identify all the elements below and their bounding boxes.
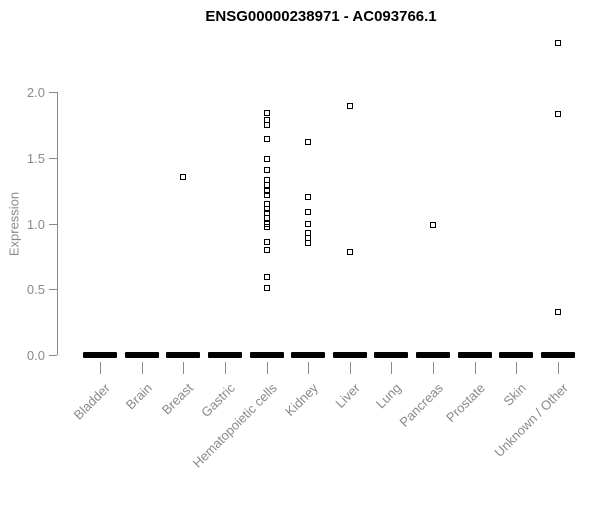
data-point [263,136,270,143]
zero-expression-stack [499,352,534,358]
data-point [430,221,437,228]
data-point [263,246,270,253]
data-point [263,121,270,128]
expression-strip-chart: ENSG00000238971 - AC093766.1 Expression … [7,8,575,471]
data-point [555,308,561,315]
data-point [305,208,312,215]
data-point [263,206,270,213]
data-point [305,240,312,247]
x-tick-label-lung: Lung [373,380,405,412]
x-tick [183,362,185,374]
data-point [263,166,270,173]
y-tick-label: 1.0 [26,216,45,232]
x-tick [100,362,101,374]
x-tick [349,362,351,374]
zero-expression-stack [249,352,284,358]
zero-expression-stack [457,352,492,358]
data-point [263,191,270,198]
x-tick [308,362,310,374]
y-tick [49,223,57,225]
zero-expression-stack [124,352,159,358]
zero-expression-stack [166,352,201,358]
chart-title: ENSG00000238971 - AC093766.1 [205,8,437,25]
zero-expression-stack [291,352,326,358]
zero-expression-stack [374,352,409,358]
x-tick [224,362,226,374]
data-point [263,220,270,227]
y-tick-label: 2.0 [26,85,45,100]
data-point [305,138,312,145]
zero-expression-stack [83,352,117,358]
zero-expression-stack [207,352,242,358]
y-tick [49,355,57,356]
data-point [346,103,353,110]
data-point [555,40,561,47]
y-axis-line [57,92,58,355]
y-tick-label: 0.0 [26,348,45,363]
y-tick [49,92,57,93]
data-point [555,111,561,118]
zero-expression-stack [541,352,575,358]
y-tick-label: 1.5 [26,150,45,166]
data-point [180,174,187,181]
zero-expression-stack [332,352,367,358]
zero-expression-stack [416,352,451,358]
x-tick [474,362,476,374]
x-tick [433,362,435,374]
x-tick [516,362,518,374]
x-tick [141,362,143,374]
data-point [305,194,312,201]
y-tick-label: 0.5 [26,282,45,298]
x-tick [266,362,268,374]
data-point [263,110,270,117]
data-point [263,238,270,245]
y-tick [49,289,57,291]
data-point [263,274,270,281]
data-point [305,220,312,227]
y-tick [49,157,57,159]
plot-area: 0.0 0.5 1.0 1.5 2.0 Bladder Brain Breast Gastric… [26,40,575,471]
data-point [263,224,270,231]
x-tick-label-breast: Breast [159,380,197,418]
data-point [263,156,270,163]
data-point [263,284,270,291]
data-point [263,187,270,194]
x-tick [558,362,559,374]
data-point [346,249,353,256]
x-tick [391,362,393,374]
